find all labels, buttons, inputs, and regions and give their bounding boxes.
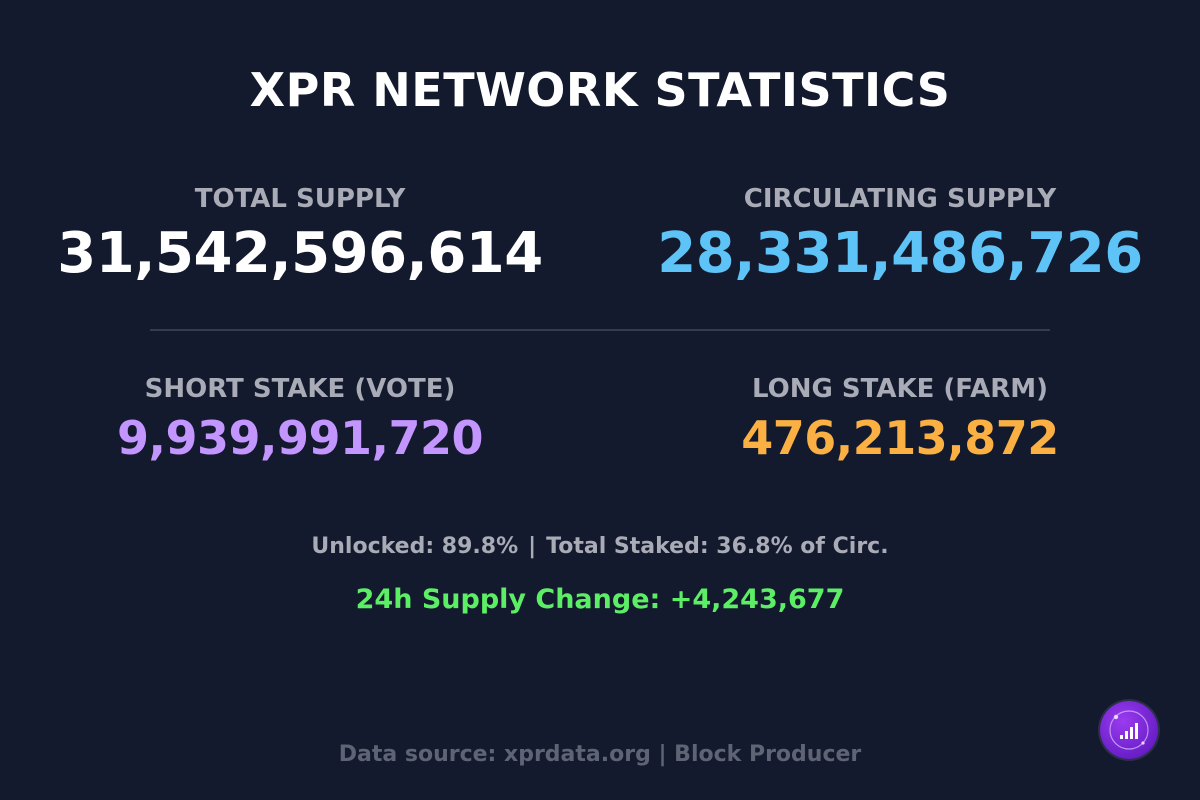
total-staked-percent: Total Staked: 36.8% of Circ. xyxy=(546,534,889,559)
section-divider xyxy=(150,329,1050,331)
long-stake-label: LONG STAKE (FARM) xyxy=(752,374,1048,404)
long-stake-value: 476,213,872 xyxy=(741,411,1059,465)
circulating-supply-stat: CIRCULATING SUPPLY 28,331,486,726 xyxy=(620,182,1180,292)
bar-chart-logo-icon xyxy=(1100,701,1158,759)
supply-change: 24h Supply Change: +4,243,677 xyxy=(355,584,845,615)
short-stake-stat: SHORT STAKE (VOTE) 9,939,991,720 xyxy=(20,372,580,470)
total-supply-stat: TOTAL SUPPLY 31,542,596,614 xyxy=(20,182,580,292)
unlocked-percent: Unlocked: 89.8% xyxy=(311,534,519,559)
circulating-supply-label: CIRCULATING SUPPLY xyxy=(743,184,1057,214)
short-stake-label: SHORT STAKE (VOTE) xyxy=(144,374,456,404)
total-supply-value: 31,542,596,614 xyxy=(57,221,543,286)
page-title: XPR NETWORK STATISTICS xyxy=(249,63,951,117)
stake-summary: Unlocked: 89.8% | Total Staked: 36.8% of C… xyxy=(0,532,1200,562)
data-source-footer: Data source: xprdata.org | Block Produce… xyxy=(338,742,862,767)
summary-separator: | xyxy=(528,534,537,559)
circulating-supply-value: 28,331,486,726 xyxy=(657,221,1143,286)
total-supply-label: TOTAL SUPPLY xyxy=(194,184,406,214)
short-stake-value: 9,939,991,720 xyxy=(117,411,484,465)
long-stake-stat: LONG STAKE (FARM) 476,213,872 xyxy=(620,372,1180,470)
